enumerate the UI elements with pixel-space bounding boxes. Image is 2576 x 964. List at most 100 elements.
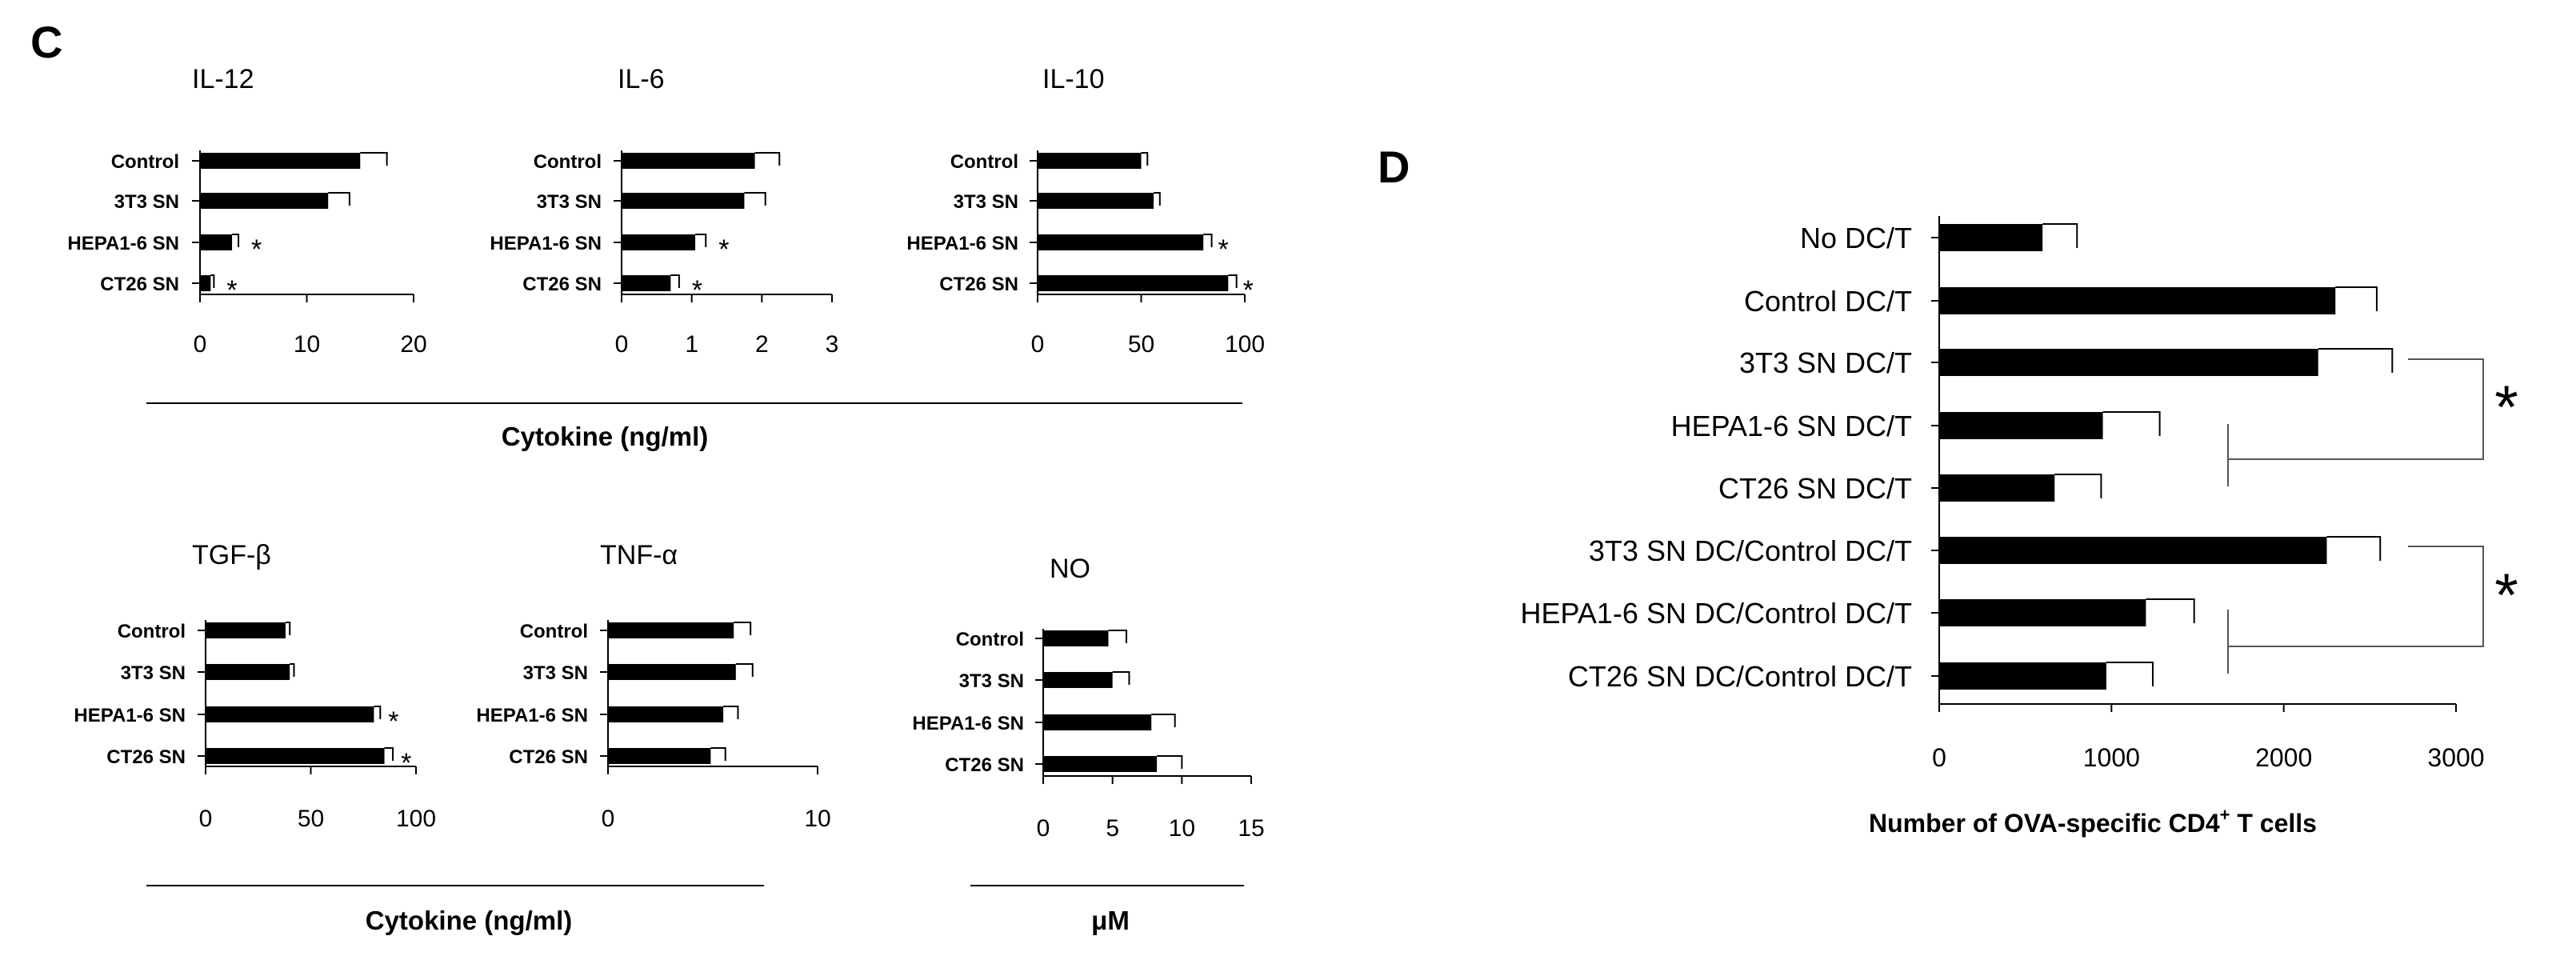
bar-d: [1939, 662, 2106, 690]
x-tick-label-tnfa: 0: [602, 806, 615, 832]
chart-title-il10: IL-10: [1042, 64, 1105, 94]
x-tick-label-no: 5: [1106, 815, 1119, 842]
category-label-il6: HEPA1-6 SN: [490, 233, 602, 254]
panel-d-label: D: [1378, 142, 1410, 192]
category-label-il6: 3T3 SN: [537, 191, 602, 213]
bar-il6: [622, 234, 696, 250]
bar-d: [1939, 474, 2055, 502]
bracket-star-2: *: [2494, 562, 2518, 630]
category-label-il12: CT26 SN: [100, 274, 179, 295]
category-label-tnfa: CT26 SN: [509, 746, 588, 768]
chart-title-il6: IL-6: [618, 64, 665, 94]
bar-no: [1043, 714, 1152, 730]
significance-star-il12: *: [251, 234, 262, 265]
chart-title-il12: IL-12: [192, 64, 254, 94]
chart-il12: IL-12 0 10 20 Control 3T3 SN HEPA1-6 SN * CT26 S…: [67, 64, 426, 358]
bar-d: [1939, 287, 2336, 314]
category-label-tnfa: Control: [520, 621, 588, 642]
x-tick-label-il12: 20: [400, 331, 426, 358]
category-label-d: CT26 SN DC/Control DC/T: [1568, 660, 1912, 693]
bar-il6: [622, 153, 755, 169]
bracket-star-1: *: [2494, 374, 2518, 442]
category-label-d: HEPA1-6 SN DC/T: [1671, 410, 1912, 442]
x-tick-label-il12: 0: [194, 331, 207, 358]
category-label-tnfa: HEPA1-6 SN: [476, 705, 588, 726]
chart-tgfb: TGF-β 0 50 100 Control 3T3 SN HEPA1-6 SN * CT26 …: [74, 540, 436, 832]
x-tick-label-il6: 3: [826, 331, 839, 358]
bar-il10: [1038, 153, 1142, 169]
category-label-il12: 3T3 SN: [114, 191, 179, 213]
category-label-d: HEPA1-6 SN DC/Control DC/T: [1521, 597, 1912, 630]
x-tick-label-il6: 1: [685, 331, 698, 358]
panel-d-brackets: * *: [2227, 358, 2518, 674]
x-tick-label-no: 10: [1169, 815, 1195, 842]
group-label-bottom-right: μM: [1091, 906, 1130, 935]
panel-d-xlabel-suffix: T cells: [2230, 809, 2317, 838]
group-label-bottom-left: Cytokine (ng/ml): [366, 906, 573, 935]
bar-d: [1939, 412, 2103, 439]
bar-il12: [200, 275, 211, 291]
bar-tgfb: [206, 748, 385, 764]
category-label-tgfb: Control: [118, 621, 186, 642]
bar-tgfb: [206, 664, 290, 680]
panel-d-xlabel-main: Number of OVA-specific CD4: [1869, 809, 2220, 838]
chart-title-tgfb: TGF-β: [192, 540, 271, 570]
bar-il6: [622, 275, 671, 291]
x-tick-label-il6: 2: [755, 331, 769, 358]
bar-il10: [1038, 234, 1204, 250]
x-tick-label-tgfb: 0: [199, 806, 213, 832]
bracket-3t3ctrl-vs-hepactrl-upper: [2408, 546, 2484, 647]
category-label-tgfb: CT26 SN: [106, 746, 186, 768]
chart-il10: IL-10 0 50 100 Control 3T3 SN HEPA1-6 SN * CT26 …: [906, 64, 1265, 358]
category-label-il6: Control: [534, 151, 602, 173]
category-label-d: CT26 SN DC/T: [1718, 472, 1912, 505]
chart-title-tnfa: TNF-α: [600, 540, 678, 570]
bar-no: [1043, 630, 1109, 646]
significance-star-tgfb: *: [401, 748, 411, 778]
chart-il6: IL-6 0 1 2 3 Control 3T3 SN HEPA1-6 SN * CT26 SN *: [490, 64, 838, 358]
significance-star-il6: *: [718, 234, 729, 265]
x-tick-label-il10: 100: [1225, 331, 1265, 358]
category-label-d: Control DC/T: [1744, 285, 1912, 318]
bar-il12: [200, 234, 233, 250]
category-label-tgfb: 3T3 SN: [121, 662, 186, 684]
category-label-d: 3T3 SN DC/T: [1739, 346, 1912, 379]
bar-tnfa: [608, 664, 736, 680]
x-tick-label-d: 3000: [2427, 743, 2484, 772]
category-label-il10: HEPA1-6 SN: [906, 233, 1018, 254]
category-label-no: Control: [956, 629, 1024, 650]
bar-il10: [1038, 275, 1229, 291]
category-label-il10: Control: [950, 151, 1018, 173]
x-tick-label-no: 0: [1037, 815, 1050, 842]
x-tick-label-d: 0: [1932, 743, 1946, 772]
significance-star-tgfb: *: [388, 706, 398, 737]
bar-no: [1043, 672, 1113, 688]
chart-tnfa: TNF-α 0 10 Control 3T3 SN HEPA1-6 SN CT26 SN: [476, 540, 830, 832]
bar-il6: [622, 193, 745, 209]
category-label-il10: 3T3 SN: [954, 191, 1018, 213]
x-tick-label-il6: 0: [615, 331, 629, 358]
bar-d: [1939, 537, 2327, 564]
category-label-d: 3T3 SN DC/Control DC/T: [1589, 534, 1912, 567]
category-label-il12: Control: [111, 151, 179, 173]
bar-d: [1939, 224, 2043, 251]
bar-tnfa: [608, 748, 711, 764]
category-label-il6: CT26 SN: [522, 274, 602, 295]
significance-star-il10: *: [1243, 275, 1254, 306]
category-label-no: 3T3 SN: [959, 670, 1024, 692]
bar-il12: [200, 153, 361, 169]
chart-no: NO 0 5 10 15 Control 3T3 SN HEPA1-6 SN CT26 SN: [912, 554, 1264, 842]
category-label-tnfa: 3T3 SN: [523, 662, 588, 684]
panel-d-xlabel: Number of OVA-specific CD4+ T cells: [1869, 805, 2317, 838]
panel-d-xlabel-sup: +: [2220, 805, 2230, 825]
bar-il12: [200, 193, 329, 209]
x-tick-label-d: 1000: [2083, 743, 2140, 772]
bar-tgfb: [206, 706, 374, 722]
significance-star-il6: *: [692, 275, 702, 306]
chart-d: 0 1000 2000 3000 No DC/T Control DC/T 3T3 SN D…: [1521, 216, 2485, 772]
bar-tnfa: [608, 622, 734, 638]
bar-tnfa: [608, 706, 724, 722]
x-tick-label-d: 2000: [2255, 743, 2312, 772]
bar-no: [1043, 756, 1158, 772]
